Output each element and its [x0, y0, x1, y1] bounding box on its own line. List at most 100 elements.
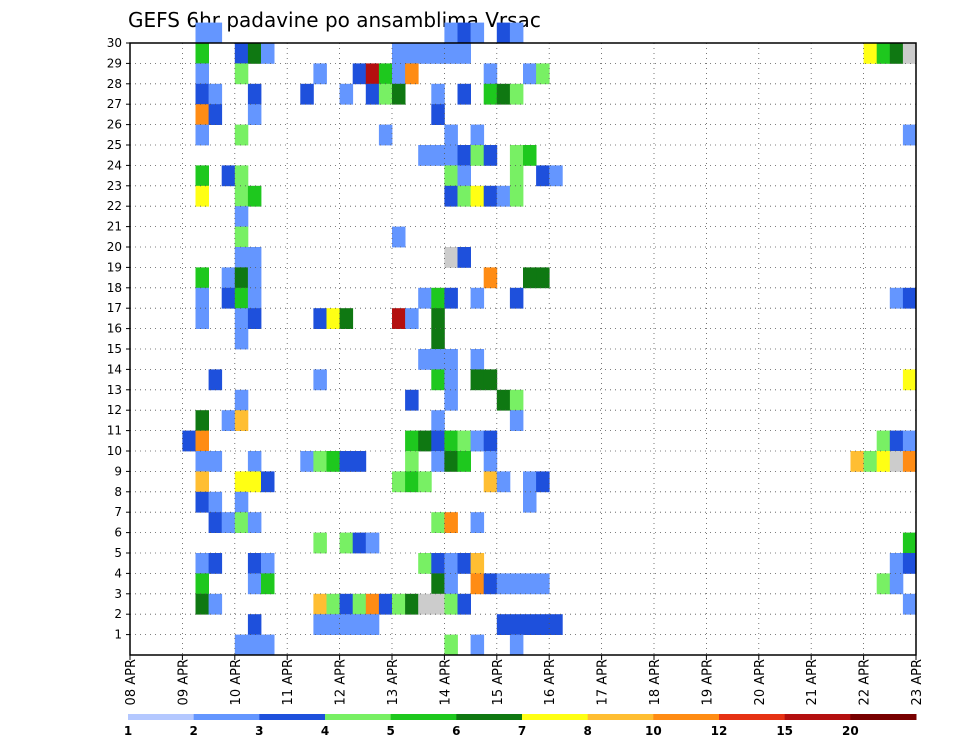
- heatmap-cell: [496, 573, 511, 595]
- heatmap-cell: [247, 512, 262, 533]
- heatmap-cell: [234, 512, 249, 533]
- heatmap-cell: [208, 22, 223, 44]
- y-tick-label: 8: [114, 485, 122, 499]
- heatmap-cell: [496, 22, 511, 44]
- heatmap-cell: [261, 553, 275, 574]
- heatmap-cell: [352, 451, 367, 472]
- heatmap-cell: [313, 451, 327, 472]
- y-tick-label: 6: [114, 526, 122, 540]
- heatmap-cell: [195, 593, 209, 615]
- y-tick-label: 28: [107, 77, 122, 91]
- heatmap-cell: [902, 287, 917, 309]
- y-tick-label: 19: [107, 260, 122, 274]
- heatmap-cell: [392, 593, 406, 615]
- heatmap-cell: [208, 83, 223, 105]
- heatmap-cell: [470, 512, 485, 533]
- heatmap-cell: [365, 63, 380, 85]
- heatmap-cell: [889, 287, 904, 309]
- heatmap-cell: [889, 553, 904, 574]
- heatmap-cell: [247, 267, 262, 289]
- heatmap-cell: [195, 553, 209, 574]
- y-tick-label: 14: [107, 362, 122, 376]
- heatmap-cell: [457, 451, 471, 472]
- heatmap-cell: [444, 389, 458, 411]
- heatmap-cell: [876, 573, 891, 595]
- legend-swatch: [587, 714, 654, 720]
- x-tick-label: 09 APR: [176, 659, 191, 705]
- heatmap-cell: [234, 634, 249, 656]
- legend-swatch: [325, 714, 392, 720]
- heatmap-cell: [195, 63, 209, 85]
- heatmap-cell: [208, 451, 223, 472]
- heatmap-cell: [549, 165, 563, 187]
- legend-swatch: [522, 714, 589, 720]
- heatmap-cell: [195, 410, 209, 431]
- heatmap-cell: [496, 83, 511, 105]
- y-tick-label: 17: [107, 301, 122, 315]
- heatmap-cell: [876, 451, 891, 472]
- heatmap-cell: [523, 267, 537, 289]
- legend-label: 5: [386, 724, 394, 738]
- heatmap-cell: [444, 430, 458, 452]
- heatmap-cell: [496, 471, 511, 493]
- heatmap-cell: [483, 63, 498, 85]
- heatmap-cell: [378, 63, 393, 85]
- heatmap-cell: [509, 410, 524, 431]
- heatmap-cell: [470, 287, 485, 309]
- heatmap-cell: [457, 553, 471, 574]
- heatmap-cell: [444, 451, 458, 472]
- heatmap-cell: [470, 124, 485, 146]
- heatmap-cell: [457, 43, 471, 64]
- heatmap-cell: [457, 593, 471, 615]
- y-tick-label: 26: [107, 118, 122, 132]
- heatmap-cell: [509, 614, 524, 635]
- heatmap-cell: [457, 247, 471, 268]
- x-tick-label: 22 APR: [858, 659, 873, 705]
- x-tick-label: 13 APR: [386, 659, 401, 705]
- heatmap-cell: [457, 430, 471, 452]
- legend-swatch: [128, 714, 195, 720]
- heatmap-cell: [339, 614, 354, 635]
- x-tick-label: 08 APR: [124, 659, 139, 705]
- x-tick-label: 17 APR: [596, 659, 611, 705]
- heatmap-cell: [876, 43, 891, 64]
- heatmap-cell: [234, 63, 249, 85]
- heatmap-cell: [444, 553, 458, 574]
- heatmap-cell: [339, 532, 354, 554]
- heatmap-cell: [509, 389, 524, 411]
- heatmap-cell: [247, 83, 262, 105]
- heatmap-cell: [483, 430, 498, 452]
- heatmap-cell: [523, 145, 537, 166]
- legend-swatch: [719, 714, 786, 720]
- heatmap-cell: [313, 593, 327, 615]
- heatmap-cell: [444, 349, 458, 370]
- heatmap-cell: [509, 573, 524, 595]
- heatmap-cell: [418, 287, 432, 309]
- heatmap-cell: [509, 287, 524, 309]
- heatmap-cell: [889, 430, 904, 452]
- heatmap-cell: [418, 471, 432, 493]
- heatmap-cell: [405, 43, 419, 64]
- y-axis-ticks: 1234567891011121314151617181920212223242…: [107, 36, 130, 642]
- heatmap-cell: [405, 63, 419, 85]
- heatmap-cell: [339, 451, 354, 472]
- heatmap-cell: [902, 369, 917, 391]
- heatmap-cell: [418, 593, 432, 615]
- y-tick-label: 9: [114, 464, 122, 478]
- heatmap-cell: [195, 491, 209, 513]
- heatmap-cell: [444, 593, 458, 615]
- heatmap-cell: [431, 145, 445, 166]
- heatmap-cell: [234, 185, 249, 207]
- heatmap-cell: [483, 451, 498, 472]
- heatmap-cell: [889, 573, 904, 595]
- y-tick-label: 1: [114, 628, 122, 642]
- heatmap-cell: [392, 308, 406, 329]
- x-tick-label: 23 APR: [910, 659, 925, 705]
- heatmap-cell: [326, 308, 340, 329]
- y-tick-label: 12: [107, 403, 122, 417]
- legend-label: 8: [583, 724, 591, 738]
- heatmap-cell: [405, 471, 419, 493]
- heatmap-cell: [221, 512, 236, 533]
- heatmap-cell: [378, 83, 393, 105]
